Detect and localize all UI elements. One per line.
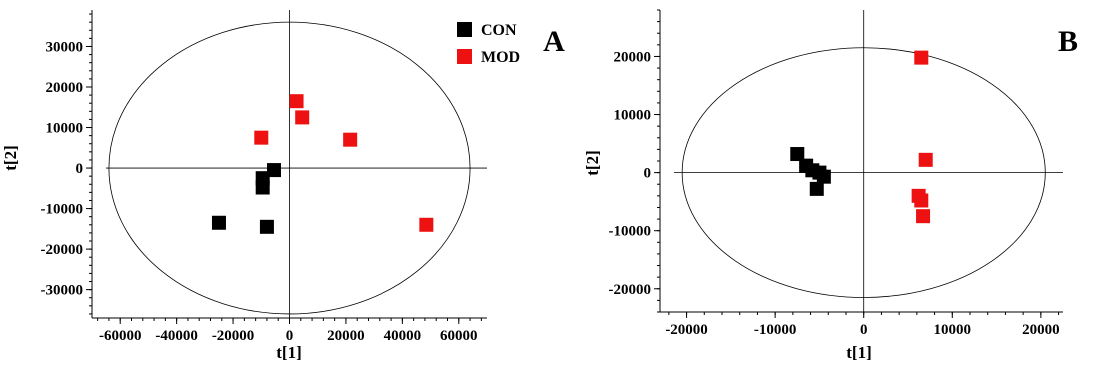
panel-label-a: A [543, 25, 565, 58]
x-tick-label-b: 20000 [1022, 322, 1060, 338]
point-mod-a [343, 132, 358, 147]
y-axis-label-b: t[2] [583, 150, 602, 175]
point-mod-b [918, 152, 933, 167]
y-tick-label-a: -20000 [41, 242, 84, 258]
point-con-b [790, 147, 805, 162]
x-tick-label-a: -40000 [155, 328, 198, 344]
y-tick-label-a: 10000 [46, 121, 84, 137]
legend-swatch-con [457, 22, 472, 37]
legend-swatch-mod [457, 49, 472, 64]
point-mod-b [914, 50, 929, 65]
x-tick-label-a: 40000 [384, 328, 422, 344]
x-tick-label-a: 60000 [440, 328, 478, 344]
x-tick-label-a: -20000 [212, 328, 255, 344]
legend: CON MOD [457, 22, 520, 66]
confidence-ellipse-a [108, 21, 471, 315]
x-tick-label-b: -10000 [754, 322, 797, 338]
point-con-b [809, 181, 824, 196]
point-con-a [255, 180, 270, 195]
x-tick-label-a: -60000 [99, 328, 142, 344]
point-con-b [816, 169, 831, 184]
legend-label-con: CON [481, 22, 517, 39]
point-mod-b [914, 193, 929, 208]
x-tick-label-b: 0 [860, 322, 868, 338]
y-tick-label-b: -10000 [609, 224, 652, 240]
point-mod-a [254, 130, 269, 145]
y-tick-label-a: -30000 [41, 283, 84, 299]
point-mod-b [916, 209, 931, 224]
y-tick-label-a: -10000 [41, 202, 84, 218]
y-tick-label-a: 30000 [46, 39, 84, 55]
x-axis-label-b: t[1] [846, 343, 871, 362]
x-tick-label-b: -20000 [665, 322, 708, 338]
x-tick-label-b: 10000 [934, 322, 972, 338]
point-con-a [211, 215, 226, 230]
y-tick-label-b: 0 [644, 166, 652, 182]
y-axis-label-a: t[2] [1, 145, 20, 170]
point-mod-a [295, 110, 310, 125]
y-tick-label-a: 20000 [46, 80, 84, 96]
x-tick-label-a: 20000 [327, 328, 365, 344]
point-con-a [266, 163, 281, 178]
panel-b: -20000 -10000 0 10000 20000 -20000 -10000 0 1000… [583, 9, 1078, 362]
x-axis-label-a: t[1] [276, 343, 301, 362]
panel-a: -60000 -40000 -20000 0 20000 40000 60000 -30000… [1, 10, 565, 362]
point-con-a [259, 219, 274, 234]
y-tick-label-a: 0 [76, 161, 84, 177]
x-tick-label-a: 0 [286, 328, 294, 344]
confidence-ellipse-b [681, 47, 1046, 298]
point-mod-a [419, 217, 434, 232]
panel-label-b: B [1058, 25, 1078, 58]
legend-label-mod: MOD [481, 49, 520, 66]
point-mod-a [289, 94, 304, 109]
y-tick-label-b: 10000 [614, 108, 652, 124]
y-tick-label-b: -20000 [609, 282, 652, 298]
y-tick-label-b: 20000 [614, 49, 652, 65]
